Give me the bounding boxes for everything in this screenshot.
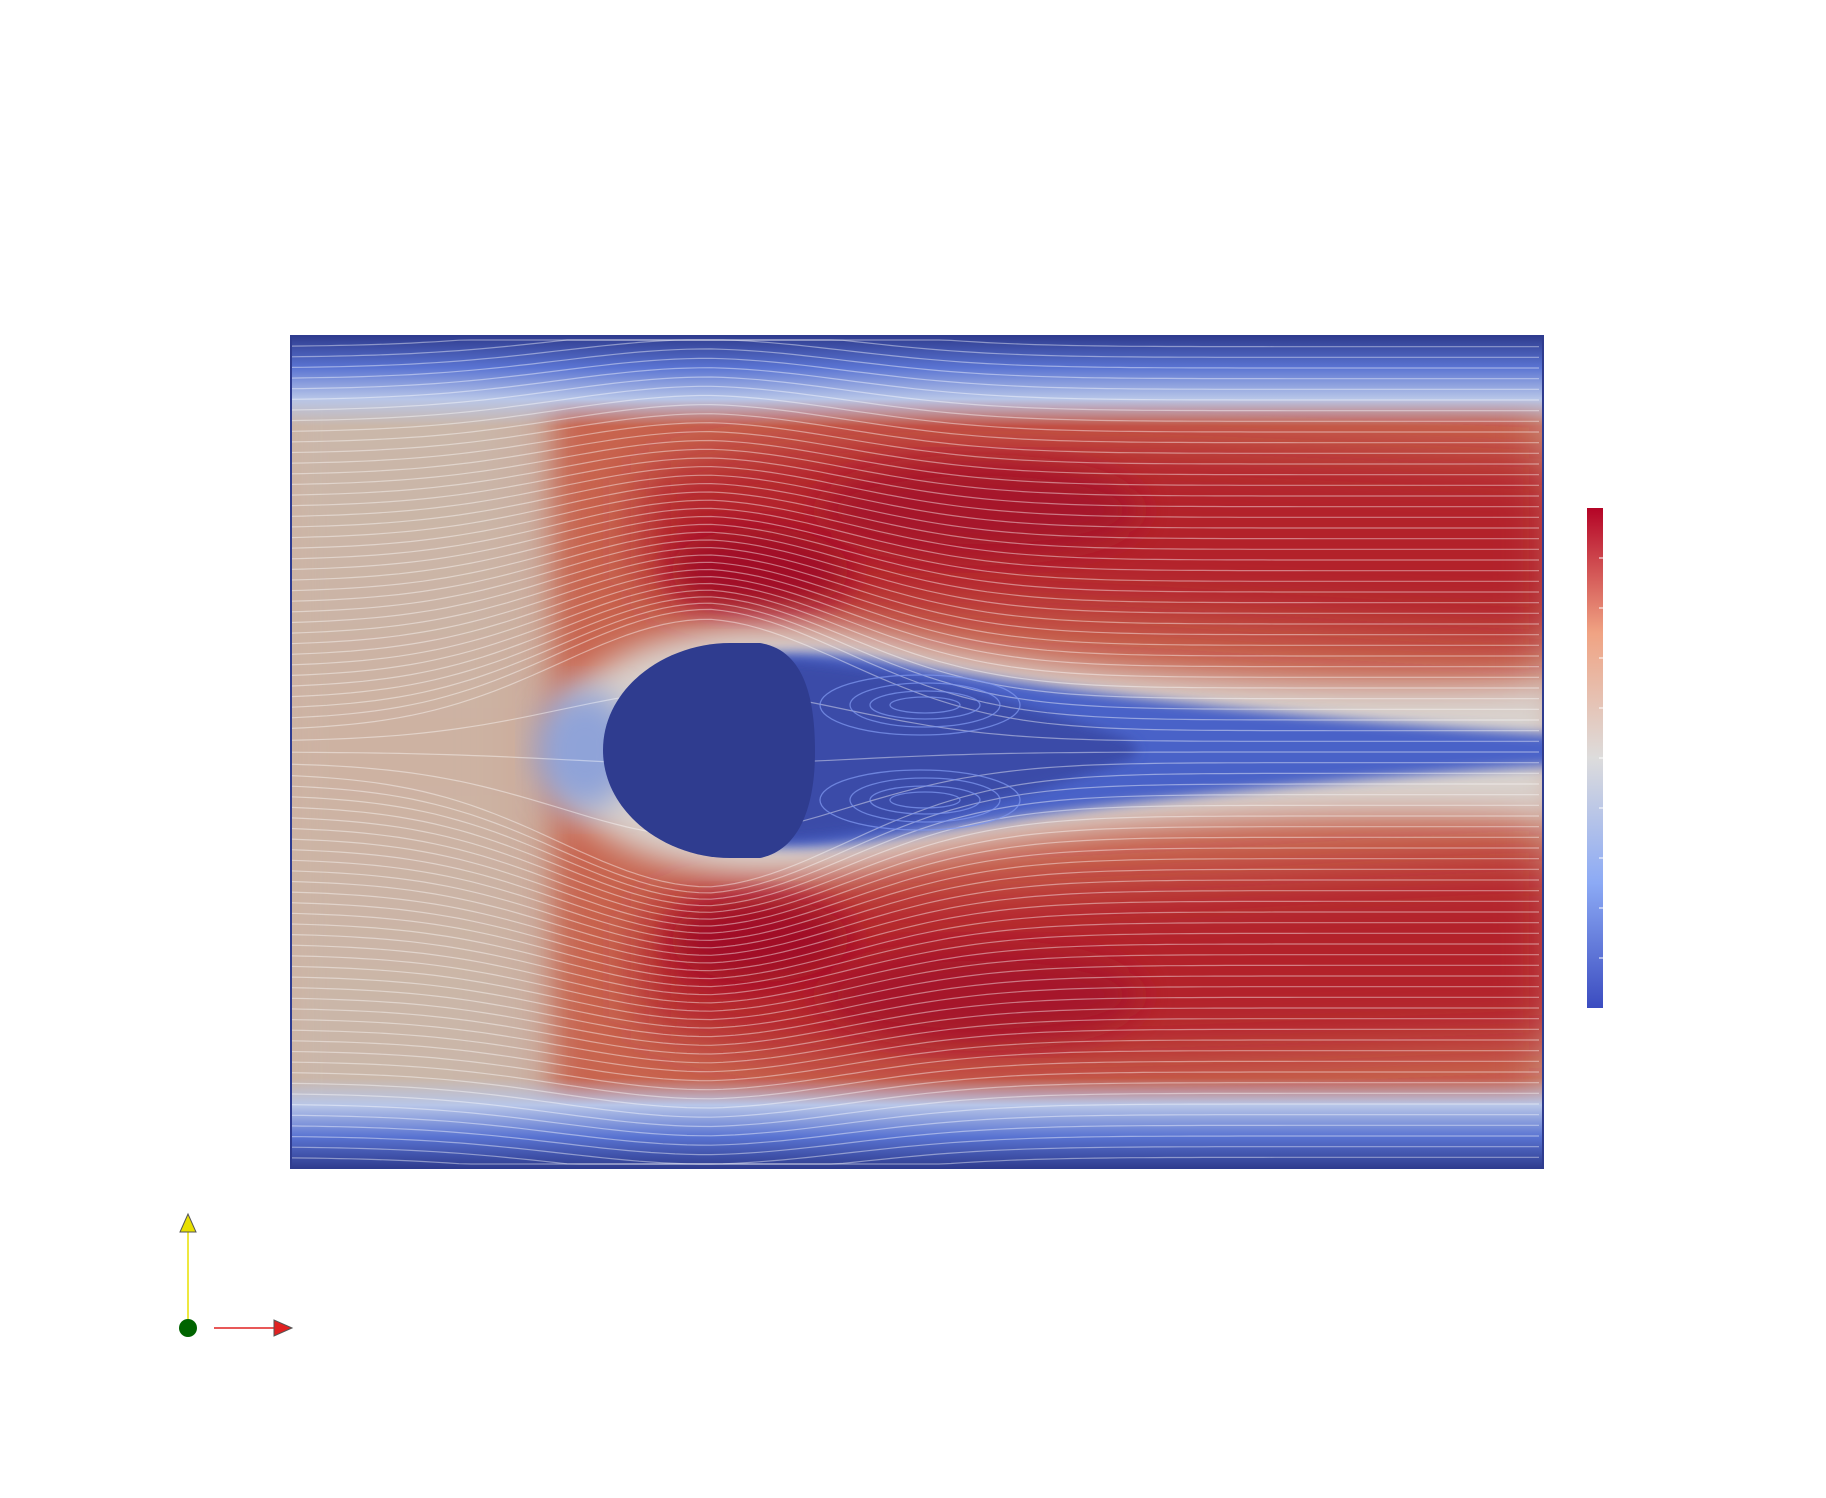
streamline <box>291 531 1539 604</box>
streamline <box>291 582 1539 678</box>
streamline <box>291 975 1539 1029</box>
streamline <box>291 1146 1539 1165</box>
streamline <box>291 996 1539 1046</box>
streamline <box>291 376 1539 412</box>
streamline <box>291 457 1539 508</box>
streamline <box>291 482 1539 540</box>
streamline <box>291 575 1539 668</box>
streamline <box>291 986 1539 1038</box>
streamline <box>291 1028 1539 1073</box>
streamline <box>291 932 1539 996</box>
streamline <box>291 1007 1539 1055</box>
streamline <box>291 847 1539 934</box>
streamline <box>291 618 1539 732</box>
streamline <box>291 546 1539 625</box>
streamline <box>291 385 1539 422</box>
streamline <box>291 348 1539 380</box>
velocity-field <box>291 336 1543 1168</box>
streamline <box>291 367 1539 401</box>
streamline <box>291 339 1539 358</box>
streamline <box>291 413 1539 454</box>
streamline <box>291 1092 1539 1128</box>
origin-sphere-icon <box>179 1319 197 1337</box>
streamline <box>291 879 1539 956</box>
streamline <box>291 688 1539 742</box>
recirculation-vortices <box>819 674 1021 831</box>
streamline <box>291 589 1539 689</box>
streamline <box>291 339 1539 348</box>
streamlines <box>291 339 1539 1165</box>
streamline <box>291 474 1539 529</box>
streamline <box>291 1060 1539 1100</box>
streamline <box>291 1114 1539 1146</box>
streamline <box>291 826 1539 920</box>
streamline <box>291 357 1539 390</box>
x-axis-arrow-icon <box>273 1319 294 1337</box>
streamline <box>291 448 1539 497</box>
streamline <box>291 815 1539 913</box>
streamline <box>291 900 1539 972</box>
streamline <box>291 890 1539 964</box>
streamline <box>291 539 1539 614</box>
streamline <box>291 491 1539 550</box>
streamline <box>291 1071 1539 1109</box>
streamline <box>291 403 1539 444</box>
streamline <box>291 596 1539 700</box>
streamline <box>291 515 1539 582</box>
streamline <box>291 964 1539 1021</box>
streamline <box>291 554 1539 636</box>
streamline <box>291 608 1539 721</box>
color-legend-ticks <box>1599 557 1603 959</box>
streamline <box>291 523 1539 593</box>
streamline <box>291 868 1539 949</box>
streamline <box>291 439 1539 486</box>
domain-boundary <box>290 335 1544 1169</box>
streamline <box>291 1124 1539 1156</box>
streamline <box>291 794 1539 900</box>
streamline <box>291 561 1539 646</box>
streamline <box>291 568 1539 657</box>
streamline <box>291 1039 1539 1082</box>
streamline <box>291 943 1539 1004</box>
streamline <box>291 1156 1539 1165</box>
streamline <box>291 507 1539 572</box>
streamline <box>291 911 1539 980</box>
streamline <box>291 499 1539 561</box>
streamline <box>291 602 1539 710</box>
streamline <box>291 1082 1539 1118</box>
streamline <box>291 1103 1539 1137</box>
orientation-axes-widget <box>179 1212 294 1337</box>
color-legend-bar <box>1587 508 1603 1008</box>
streamline <box>291 394 1539 433</box>
streamline <box>291 465 1539 518</box>
streamline <box>291 430 1539 476</box>
streamline <box>291 772 1539 888</box>
streamline <box>291 1050 1539 1091</box>
streamline <box>291 751 1539 765</box>
streamline <box>291 804 1539 907</box>
streamline <box>291 339 1539 369</box>
streamline <box>291 836 1539 927</box>
streamline <box>291 922 1539 988</box>
streamline <box>291 954 1539 1012</box>
streamline <box>291 858 1539 942</box>
cylinder-obstacle <box>603 643 815 858</box>
streamline <box>291 1135 1539 1165</box>
streamline <box>291 762 1539 839</box>
streamline <box>291 1018 1539 1064</box>
y-axis-arrow-icon <box>179 1212 197 1233</box>
streamline <box>291 422 1539 465</box>
